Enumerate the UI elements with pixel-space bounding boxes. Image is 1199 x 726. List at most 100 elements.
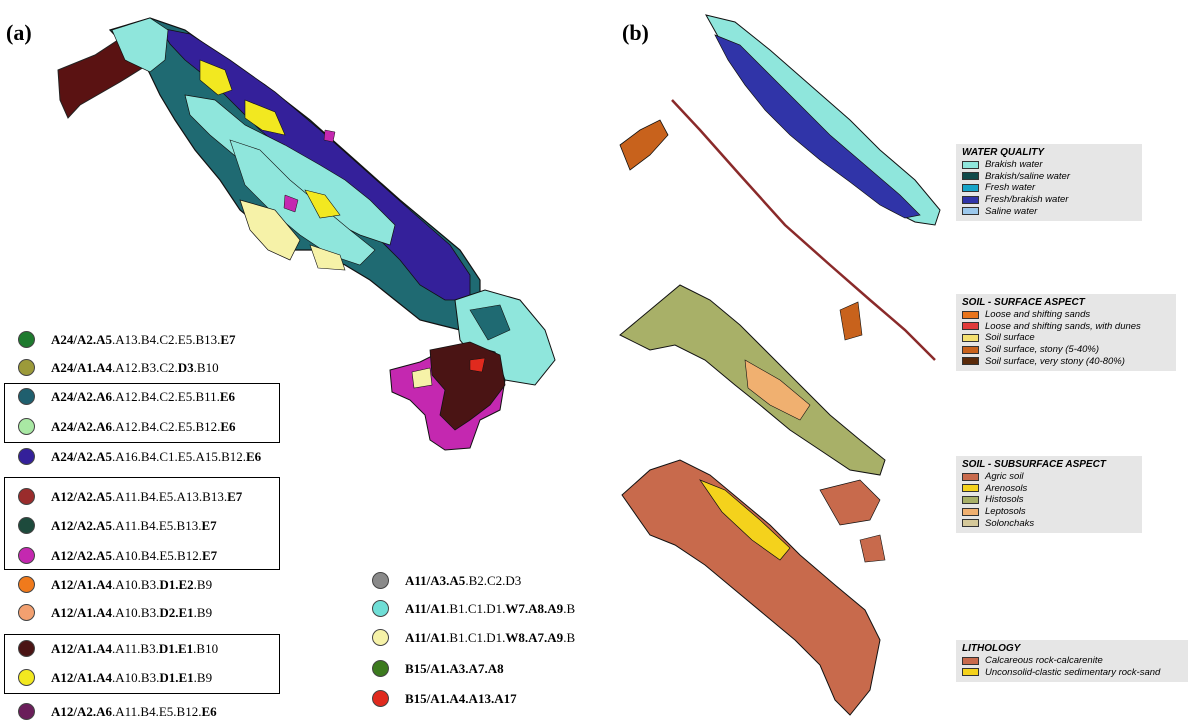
legend-code-text: .B9 [193, 669, 213, 685]
legend-code-text: .A12.B4.C2.E5.B12. [112, 418, 221, 434]
legend-swatch-rect [962, 183, 979, 192]
legend-b-label: Solonchaks [985, 517, 1035, 529]
map-b-region [699, 479, 791, 561]
legend-code-bold: B15/A1.A3.A7.A8 [405, 660, 504, 676]
legend-swatch-rect [962, 507, 979, 516]
legend-b-item: Loose and shifting sands, with dunes [962, 321, 1170, 333]
legend-swatch-rect [962, 668, 979, 677]
map-a-region [229, 139, 376, 266]
legend-swatch-rect [962, 472, 979, 481]
legend-swatch-circle [372, 629, 389, 646]
legend-code-bold: A12/A2.A5 [51, 488, 113, 504]
legend-code-bold: E7 [201, 517, 217, 533]
legend-b-label: Soil surface, very stony (40-80%) [985, 355, 1125, 367]
legend-code-text: .A11.B4.E5.B13. [112, 517, 202, 533]
legend-code-bold: W7.A8.A9 [505, 600, 564, 616]
legend-code-bold: D2.E1 [159, 604, 194, 620]
legend-b-item: Calcareous rock-calcarenite [962, 655, 1182, 667]
legend-code-text: .B1.C1.D1. [446, 629, 506, 645]
legend-swatch-circle [18, 576, 35, 593]
map-b-region [839, 301, 863, 341]
legend-code-text: .A11.B4.E5.B12. [112, 703, 202, 719]
map-a-region [411, 367, 433, 389]
legend-code-bold: E7 [227, 488, 243, 504]
legend-item: A11/A3.A5 .B2.C2.D3 [372, 572, 521, 589]
legend-swatch-circle [18, 331, 35, 348]
legend-item: A12/A1.A4 .A10.B3. D1.E1 .B9 [18, 669, 212, 686]
map-b [619, 14, 941, 716]
legend-b-label: Saline water [985, 205, 1038, 217]
legend-code-bold: A11/A1 [405, 629, 447, 645]
legend-b-item: Leptosols [962, 506, 1136, 518]
legend-swatch-circle [372, 600, 389, 617]
legend-b-item: Agric soil [962, 471, 1136, 483]
legend-b-label: Loose and shifting sands, with dunes [985, 320, 1141, 332]
legend-code-text: .A11.B3. [112, 640, 159, 656]
legend-code-text: .B9 [193, 604, 213, 620]
legend-code-bold: D1.E1 [159, 669, 194, 685]
legend-b-label: Histosols [985, 494, 1024, 506]
legend-code-bold: A24/A2.A6 [51, 418, 113, 434]
legend-b-title: WATER QUALITY [962, 147, 1045, 158]
map-a-region [283, 194, 299, 213]
legend-code-text: .B1.C1.D1. [446, 600, 506, 616]
legend-b-item: Soil surface, stony (5-40%) [962, 344, 1170, 356]
legend-swatch-circle [18, 418, 35, 435]
legend-swatch-rect [962, 519, 979, 528]
legend-b-item: Loose and shifting sands [962, 309, 1170, 321]
legend-b-item: Histosols [962, 494, 1136, 506]
legend-b-label: Fresh water [985, 182, 1036, 194]
legend-code-bold: A11/A3.A5 [405, 572, 466, 588]
legend-code-bold: A12/A1.A4 [51, 604, 113, 620]
legend-item: B15/A1.A4.A13.A17 [372, 690, 517, 707]
legend-item: A12/A2.A5 .A11.B4.E5.B13. E7 [18, 517, 217, 534]
legend-group-box [4, 383, 280, 443]
map-a-region [469, 357, 486, 373]
legend-code-text: .B10 [193, 359, 219, 375]
map-b-region [621, 459, 881, 716]
legend-b-box: WATER QUALITY Brakish water Brakish/saline… [956, 144, 1142, 221]
legend-b-box: SOIL - SUBSURFACE ASPECT Agric soil Arenos… [956, 456, 1142, 533]
legend-swatch-circle [18, 388, 35, 405]
legend-item: A12/A2.A5 .A10.B4.E5.B12. E7 [18, 547, 217, 564]
map-b-region [859, 534, 886, 563]
legend-item: A24/A2.A6 .A12.B4.C2.E5.B12. E6 [18, 418, 236, 435]
legend-swatch-rect [962, 333, 979, 342]
legend-code-bold: A24/A2.A5 [51, 448, 113, 464]
legend-swatch-circle [372, 690, 389, 707]
legend-code-text: .B2.C2.D3 [465, 572, 522, 588]
legend-b-item: Solonchaks [962, 517, 1136, 529]
legend-code-bold: A12/A2.A5 [51, 517, 113, 533]
legend-item: A12/A1.A4 .A10.B3. D2.E1 .B9 [18, 604, 212, 621]
legend-code-bold: A12/A1.A4 [51, 576, 113, 592]
legend-code-text: .A10.B3. [112, 604, 160, 620]
legend-swatch-rect [962, 172, 979, 181]
legend-swatch-rect [962, 656, 979, 665]
legend-b-item: Soil surface [962, 332, 1170, 344]
legend-b-label: Brakish/saline water [985, 170, 1071, 182]
legend-swatch-rect [962, 207, 979, 216]
legend-b-item: Brakish/saline water [962, 171, 1136, 183]
legend-b-label: Unconsolid-clastic sedimentary rock-sand [985, 666, 1161, 678]
legend-item: A24/A1.A4 .A12.B3.C2. D3 .B10 [18, 359, 219, 376]
legend-swatch-circle [18, 604, 35, 621]
legend-code-bold: E6 [220, 418, 236, 434]
legend-code-bold: A12/A2.A5 [51, 547, 113, 563]
legend-code-text: .B10 [193, 640, 219, 656]
legend-b-box: LITHOLOGY Calcareous rock-calcarenite Unco… [956, 640, 1188, 683]
legend-group-box [4, 477, 280, 570]
legend-b-item: Brakish water [962, 159, 1136, 171]
legend-code-bold: D1.E2 [159, 576, 194, 592]
legend-swatch-rect [962, 357, 979, 366]
legend-code-text: .A12.B4.C2.E5.B11. [112, 388, 220, 404]
legend-code-bold: E6 [201, 703, 217, 719]
legend-code-text: .B [563, 629, 576, 645]
legend-code-bold: E6 [219, 388, 236, 404]
legend-b-label: Fresh/brakish water [985, 194, 1069, 206]
map-a-region [111, 17, 169, 73]
legend-b-title: LITHOLOGY [962, 643, 1021, 654]
legend-code-bold: A11/A1 [405, 600, 447, 616]
legend-item: A11/A1 .B1.C1.D1. W7.A8.A9 .B [372, 600, 575, 617]
legend-code-bold: A24/A2.A5 [51, 331, 113, 347]
